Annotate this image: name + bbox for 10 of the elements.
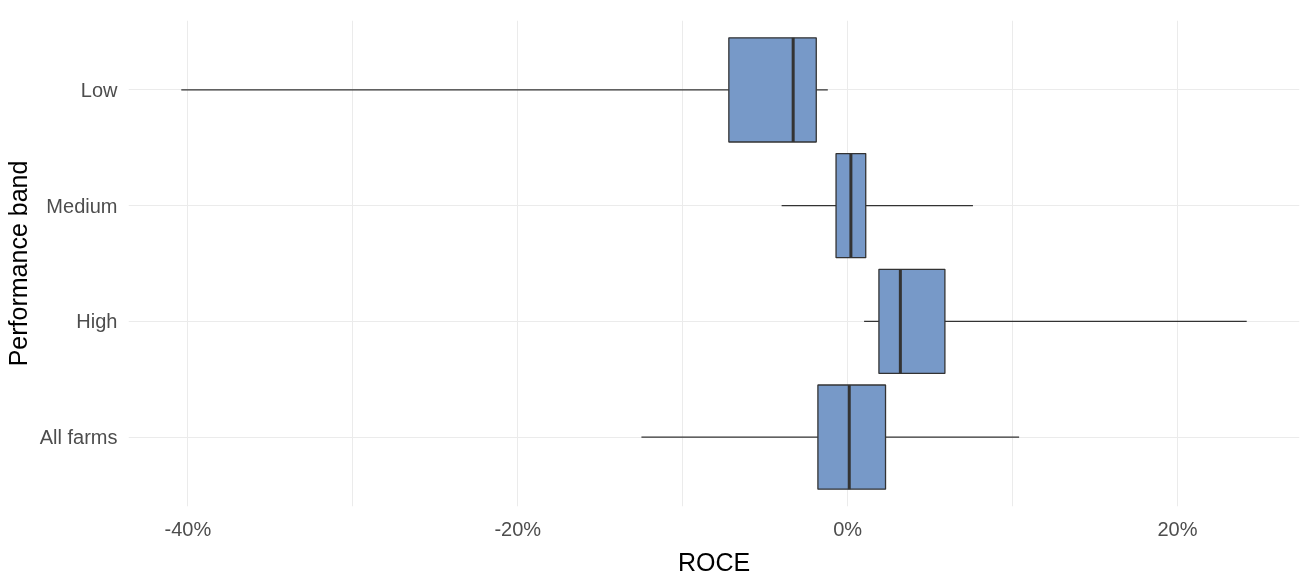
y-tick-label: Low <box>80 78 119 101</box>
x-tick-label: -20% <box>494 517 542 540</box>
y-axis-title: Performance band <box>3 160 32 367</box>
y-tick-label: Medium <box>46 194 118 217</box>
x-axis-title: ROCE <box>677 547 751 576</box>
x-tick-label: 0% <box>833 517 863 540</box>
y-tick-label: All farms <box>39 426 118 449</box>
y-tick-label: High <box>76 310 118 333</box>
x-tick-label: 20% <box>1157 517 1198 540</box>
x-tick-label: -40% <box>164 517 212 540</box>
